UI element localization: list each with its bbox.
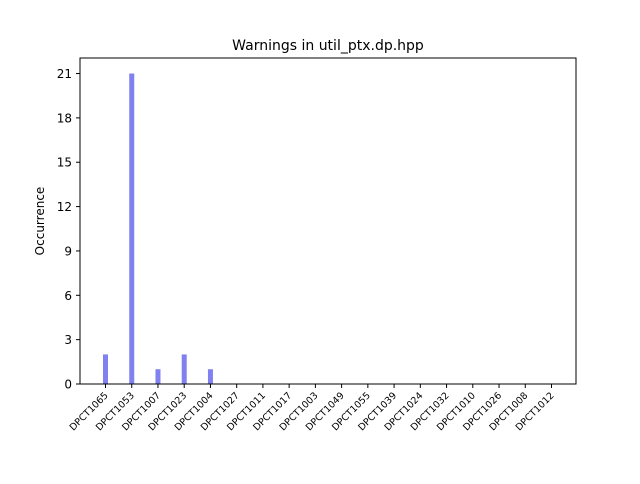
y-axis-label: Occurrence (33, 187, 47, 256)
plot-frame (79, 57, 577, 385)
y-tick-label-18: 18 (57, 111, 72, 125)
chart-title: Warnings in util_ptx.dp.hpp (232, 38, 424, 54)
bar-DPCT1065 (103, 354, 108, 384)
y-tick-label-12: 12 (57, 200, 72, 214)
bar-DPCT1023 (181, 354, 187, 384)
y-tick-label-0: 0 (64, 378, 72, 392)
y-tick-label-3: 3 (64, 333, 72, 347)
y-tick-label-21: 21 (57, 67, 72, 81)
y-tick-label-9: 9 (64, 244, 72, 258)
y-tick-label-6: 6 (64, 289, 72, 303)
bar-DPCT1053 (129, 73, 135, 385)
bar-DPCT1007 (155, 369, 161, 384)
y-tick-label-15: 15 (57, 156, 72, 170)
bar-DPCT1004 (207, 369, 213, 384)
